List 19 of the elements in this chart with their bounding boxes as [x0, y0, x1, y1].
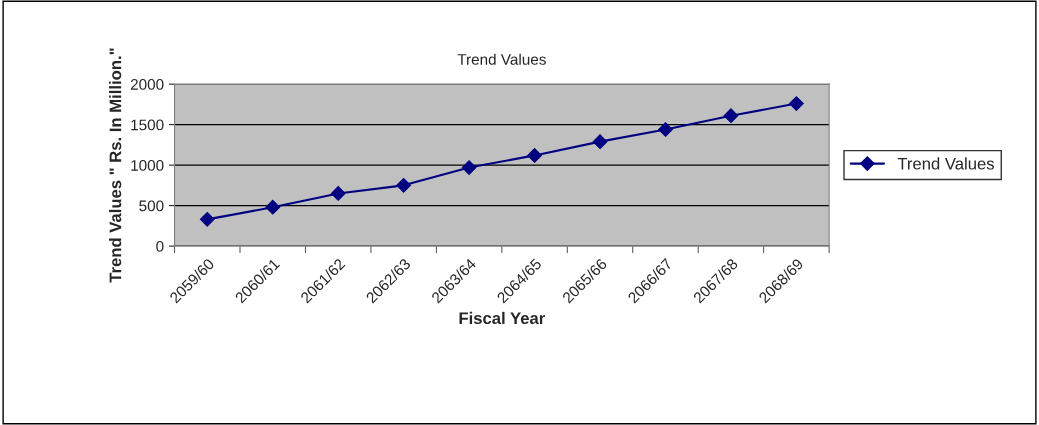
point [658, 122, 673, 137]
point [461, 160, 477, 175]
y-tick-label: 500 [139, 200, 164, 212]
point [199, 211, 215, 227]
y-tick-label: 1000 [131, 159, 164, 171]
x-axis-title: Fiscal Year [459, 311, 545, 325]
chart-title: Trend Values [457, 53, 546, 65]
y-axis-title: Trend Values " Rs. In Million." [109, 48, 122, 283]
y-tick-label: 1500 [131, 119, 164, 131]
y-tick-label: 0 [156, 240, 164, 252]
y-tick-label: 2000 [130, 79, 164, 90]
point [330, 186, 346, 201]
point [592, 134, 608, 150]
point [527, 148, 542, 163]
legend-label: Trend Values [897, 157, 995, 170]
point [396, 177, 412, 193]
point [789, 96, 804, 111]
point [723, 108, 739, 124]
point [265, 199, 281, 215]
